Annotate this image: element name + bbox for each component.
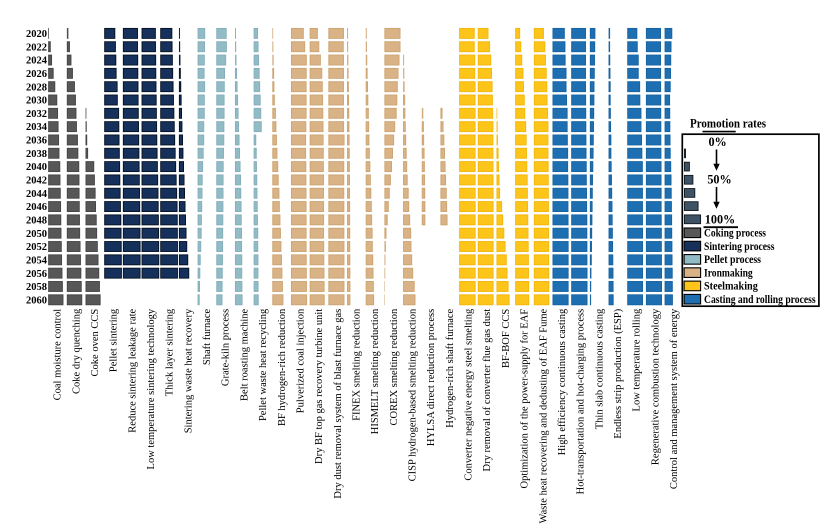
svg-text:2020: 2020	[26, 29, 47, 40]
svg-text:HISMELT smelting reduction: HISMELT smelting reduction	[370, 308, 381, 434]
svg-text:FINEX smelting reduction: FINEX smelting reduction	[351, 308, 362, 421]
svg-text:Waste heat recovering and dedu: Waste heat recovering and dedusting of E…	[538, 308, 549, 523]
svg-text:Low temperature rolling: Low temperature rolling	[632, 308, 643, 411]
svg-text:2056: 2056	[26, 269, 47, 280]
svg-text:Coal moisture control: Coal moisture control	[53, 309, 64, 401]
svg-text:BF hydrogen-rich reduction: BF hydrogen-rich reduction	[277, 308, 288, 426]
svg-text:Thin slab continuous casting: Thin slab continuous casting	[594, 308, 605, 429]
svg-text:Sintering process: Sintering process	[704, 241, 775, 253]
svg-text:Coking process: Coking process	[704, 228, 766, 240]
svg-text:2024: 2024	[26, 56, 48, 67]
svg-text:Dry dust removal system of bla: Dry dust removal system of blast furnace…	[333, 309, 344, 499]
svg-text:2028: 2028	[26, 82, 47, 93]
svg-text:Dry BF top gas recovery turbin: Dry BF top gas recovery turbine unit	[314, 309, 325, 464]
svg-text:Hydrogen-rich shaft furnace: Hydrogen-rich shaft furnace	[445, 308, 456, 427]
svg-text:Coke dry quenching: Coke dry quenching	[71, 308, 82, 394]
svg-text:HYLSA direct reduction process: HYLSA direct reduction process	[426, 309, 437, 446]
svg-text:2060: 2060	[26, 295, 47, 306]
svg-text:2054: 2054	[26, 255, 48, 266]
svg-text:50%: 50%	[707, 172, 731, 186]
svg-text:Pellet waste heat recycling: Pellet waste heat recycling	[258, 308, 269, 421]
svg-text:CISP hydrogen-based smelting r: CISP hydrogen-based smelting reduction	[408, 308, 419, 481]
svg-text:Belt roasting machine: Belt roasting machine	[239, 308, 250, 400]
svg-text:Hot-transportation and hot-cha: Hot-transportation and hot-charging proc…	[576, 309, 587, 495]
svg-text:2052: 2052	[26, 242, 47, 253]
svg-text:High efficiency continuous cas: High efficiency continuous casting	[557, 308, 568, 455]
svg-text:Ironmaking: Ironmaking	[704, 267, 753, 279]
svg-text:Promotion rates: Promotion rates	[690, 116, 766, 131]
svg-text:Coke oven CCS: Coke oven CCS	[90, 309, 101, 377]
svg-text:Dry removal of converter flue: Dry removal of converter flue gas dust	[482, 309, 493, 472]
svg-text:Optimization of the power-supp: Optimization of the power-supply for EAF	[520, 309, 531, 489]
svg-text:2022: 2022	[26, 42, 47, 53]
svg-text:Converter negative energy stee: Converter negative energy steel smelting	[464, 308, 475, 481]
svg-text:Control and management system: Control and management system of energy	[669, 308, 680, 489]
svg-text:2026: 2026	[26, 69, 47, 80]
svg-text:2034: 2034	[26, 122, 48, 133]
svg-text:Casting and rolling process: Casting and rolling process	[704, 294, 816, 306]
svg-text:Regenerative combustion techno: Regenerative combustion technology	[650, 308, 661, 465]
svg-text:2048: 2048	[26, 215, 47, 226]
svg-text:COREX smelting reduction: COREX smelting reduction	[389, 308, 400, 425]
svg-text:Shaft furnace: Shaft furnace	[202, 308, 213, 365]
svg-text:2032: 2032	[26, 109, 47, 120]
svg-text:2042: 2042	[26, 176, 47, 187]
svg-text:Thick layer sintering: Thick layer sintering	[165, 308, 176, 396]
svg-text:Pellet process: Pellet process	[704, 254, 761, 266]
svg-text:2030: 2030	[26, 96, 47, 107]
svg-text:Steelmaking: Steelmaking	[704, 281, 758, 293]
svg-text:0%: 0%	[708, 135, 726, 149]
svg-text:2046: 2046	[26, 202, 47, 213]
svg-text:Low temperature sintering tech: Low temperature sintering technology	[146, 308, 157, 469]
svg-text:2038: 2038	[26, 149, 47, 160]
svg-text:BF-BOF CCS: BF-BOF CCS	[501, 309, 512, 368]
svg-text:Reduce sintering leakage rate: Reduce sintering leakage rate	[127, 308, 138, 432]
svg-text:100%: 100%	[705, 212, 735, 226]
svg-text:Endless strip production (ESP): Endless strip production (ESP)	[613, 308, 624, 438]
svg-text:2058: 2058	[26, 282, 47, 293]
svg-text:Pulverized coal injection: Pulverized coal injection	[295, 308, 306, 413]
svg-text:2044: 2044	[26, 189, 48, 200]
svg-text:2050: 2050	[26, 229, 47, 240]
svg-text:2036: 2036	[26, 136, 47, 147]
svg-text:Grate-kiln process: Grate-kiln process	[221, 309, 232, 386]
svg-text:Pellet sintering: Pellet sintering	[109, 308, 120, 372]
svg-text:2040: 2040	[26, 162, 47, 173]
svg-text:Sintering waste heat recovery: Sintering waste heat recovery	[183, 308, 194, 433]
